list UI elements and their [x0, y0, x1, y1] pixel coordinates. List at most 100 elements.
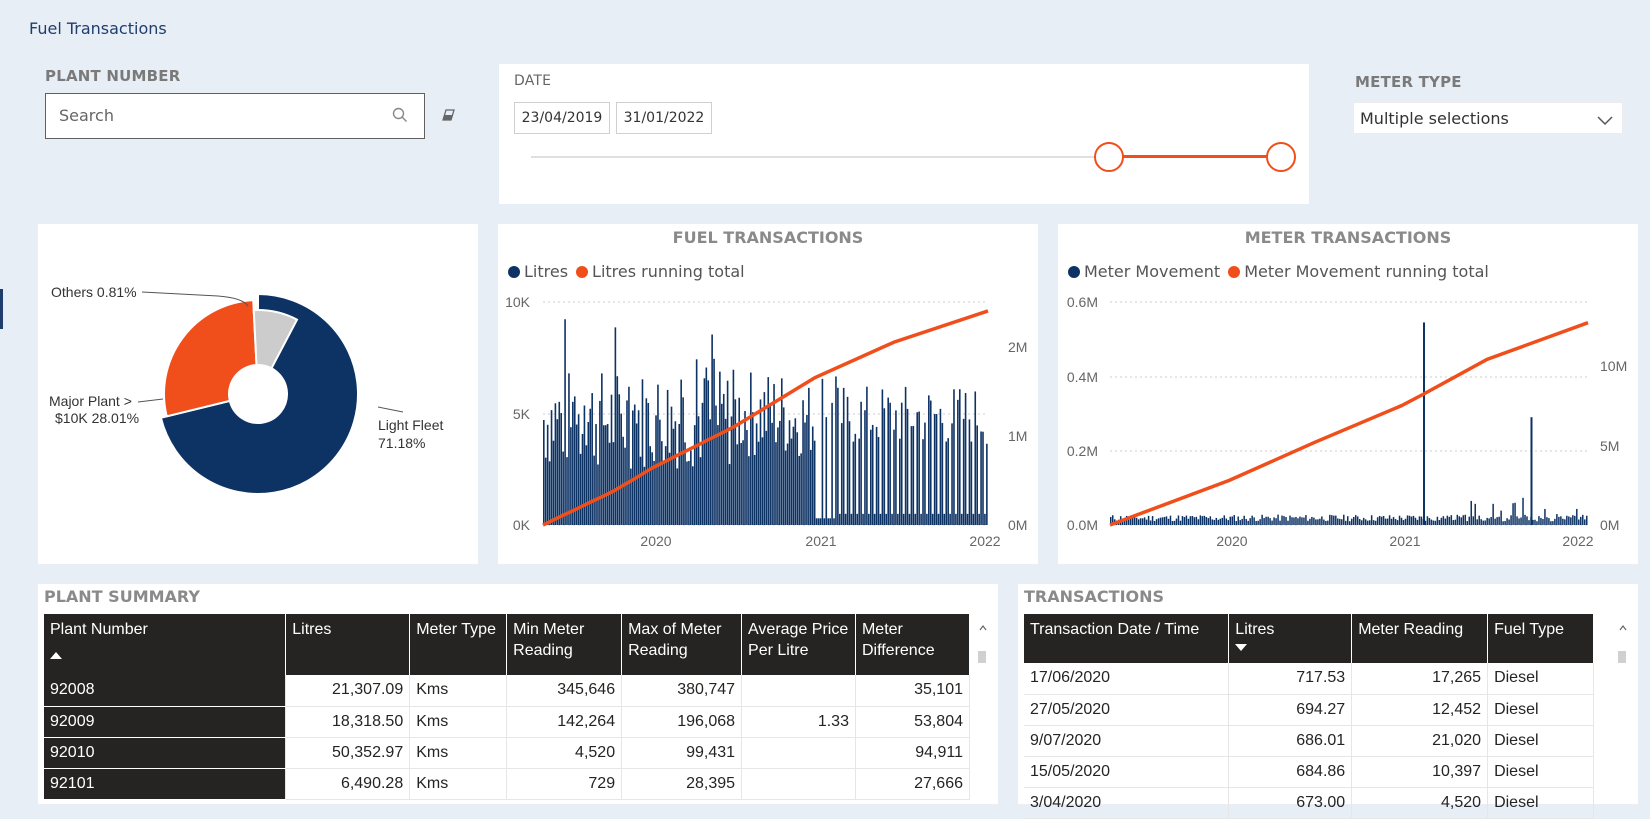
fuel-bar — [970, 441, 973, 525]
table-row[interactable]: 9/07/2020 686.01 21,020 Diesel — [1024, 725, 1594, 757]
meter-bar — [1470, 500, 1472, 525]
meter-bar — [1215, 517, 1218, 525]
fuel-bar — [742, 440, 744, 525]
fuel-bar — [976, 425, 978, 525]
sort-ascending-icon — [50, 644, 279, 665]
meter-bar — [1540, 517, 1542, 525]
column-header-min-meter-reading[interactable]: Min Meter Reading — [506, 614, 623, 675]
scrollbar-thumb[interactable] — [978, 651, 986, 663]
column-header-meter-difference[interactable]: Meter Difference — [855, 614, 971, 675]
meter-bar — [1394, 519, 1397, 525]
meter-bar — [1362, 517, 1365, 525]
scroll-up-icon[interactable] — [978, 623, 988, 633]
scroll-up-icon[interactable] — [1618, 623, 1628, 633]
fuel-bar — [548, 461, 551, 525]
fuel-bar — [840, 423, 843, 525]
table-row[interactable]: 3/04/2020 673.00 4,520 Diesel — [1024, 787, 1594, 819]
fuel-bar — [593, 455, 595, 525]
fuel-bar — [937, 513, 940, 525]
cell-litres: 717.53 — [1228, 663, 1353, 695]
cell-litres: 6,490.28 — [285, 768, 411, 800]
table-row[interactable]: 92101 6,490.28 Kms 729 28,395 27,666 — [44, 768, 971, 800]
meter-type-dropdown[interactable]: Multiple selections — [1353, 102, 1623, 134]
meter-bar — [1201, 516, 1204, 525]
meter-bar — [1476, 519, 1478, 525]
fuel-bar — [701, 402, 704, 525]
table-row[interactable]: 15/05/2020 684.86 10,397 Diesel — [1024, 756, 1594, 788]
meter-bar — [1566, 515, 1568, 525]
meter-bar — [1504, 521, 1506, 525]
column-header-average-price[interactable]: Average Price Per Litre — [741, 614, 856, 675]
fuel-bar — [922, 439, 924, 525]
cell-meter-diff: 94,911 — [855, 737, 971, 769]
fuel-bar — [637, 410, 640, 525]
cell-plant-number: 92010 — [44, 737, 287, 769]
meter-bar — [1484, 520, 1486, 525]
table-row[interactable]: 92010 50,352.97 Kms 4,520 99,431 94,911 — [44, 737, 971, 769]
fuel-bar — [800, 453, 802, 525]
fuel-bar — [767, 377, 770, 525]
fuel-bar — [962, 418, 965, 525]
meter-bar — [1197, 519, 1200, 525]
table-row[interactable]: 27/05/2020 694.27 12,452 Diesel — [1024, 694, 1594, 726]
fuel-bar — [608, 442, 611, 525]
column-header-plant-number[interactable]: Plant Number — [44, 614, 287, 675]
fuel-bar — [796, 432, 799, 525]
fuel-bar — [560, 413, 563, 525]
meter-bar — [1327, 520, 1329, 525]
fuel-bar — [691, 466, 694, 525]
meter-bar — [1233, 515, 1235, 525]
fuel-y2-tick: 1M — [1008, 428, 1027, 444]
fuel-bar — [964, 393, 967, 525]
meter-chart-card: METER TRANSACTIONS Meter Movement Meter … — [1058, 224, 1638, 564]
meter-bar — [1544, 508, 1546, 525]
column-header-meter-reading[interactable]: Meter Reading — [1351, 614, 1489, 663]
fuel-bar — [697, 416, 700, 525]
column-header-meter-type[interactable]: Meter Type — [409, 614, 508, 675]
meter-bar — [1187, 518, 1190, 525]
fuel-bar — [618, 394, 621, 525]
column-header-transaction-date[interactable]: Transaction Date / Time — [1024, 614, 1230, 663]
column-header-max-meter-reading[interactable]: Max of Meter Reading — [621, 614, 743, 675]
date-end-input[interactable]: 31/01/2022 — [616, 102, 712, 134]
meter-bar — [1161, 517, 1164, 525]
meter-bar — [1181, 516, 1184, 525]
scrollbar-thumb[interactable] — [1618, 651, 1626, 663]
table-row[interactable]: 92009 18,318.50 Kms 142,264 196,068 1.33… — [44, 706, 971, 738]
plant-summary-scrollbar[interactable] — [978, 618, 988, 804]
cell-meter-reading: 21,020 — [1351, 725, 1489, 757]
fuel-bar — [955, 513, 957, 525]
meter-bar — [1400, 517, 1403, 525]
fuel-bar — [835, 376, 837, 525]
date-slider-end-handle[interactable] — [1266, 142, 1296, 172]
fuel-bar — [782, 407, 785, 525]
date-start-input[interactable]: 23/04/2019 — [514, 102, 610, 134]
date-slider-start-handle[interactable] — [1094, 142, 1124, 172]
meter-y-tick: 0.0M — [1067, 517, 1098, 533]
fuel-bar — [856, 513, 859, 525]
table-row[interactable]: 17/06/2020 717.53 17,265 Diesel — [1024, 663, 1594, 695]
transactions-scrollbar[interactable] — [1618, 618, 1628, 804]
column-header-litres[interactable]: Litres — [285, 614, 411, 675]
fuel-bar — [858, 438, 860, 525]
fuel-bar — [707, 380, 710, 525]
meter-bar — [1488, 518, 1490, 525]
table-row[interactable]: 92008 21,307.09 Kms 345,646 380,747 35,1… — [44, 675, 971, 707]
meter-bar — [1211, 519, 1214, 525]
meter-bar — [1247, 520, 1249, 525]
plant-search-input[interactable]: Search — [45, 93, 425, 139]
meter-bar — [1358, 519, 1361, 525]
column-header-fuel-type[interactable]: Fuel Type — [1487, 614, 1594, 663]
fuel-bar — [842, 387, 845, 525]
fuel-bar — [699, 457, 702, 525]
fuel-bar — [823, 518, 826, 525]
meter-bar — [1428, 518, 1431, 525]
eraser-icon[interactable] — [440, 107, 458, 126]
donut-label-light-fleet-line2: 71.18% — [378, 435, 425, 451]
cell-max-meter: 28,395 — [621, 768, 743, 800]
meter-bar — [1145, 519, 1148, 525]
meter-bar — [1289, 515, 1291, 525]
meter-bar — [1199, 515, 1202, 525]
meter-bar — [1366, 520, 1369, 525]
column-header-litres[interactable]: Litres — [1228, 614, 1353, 663]
